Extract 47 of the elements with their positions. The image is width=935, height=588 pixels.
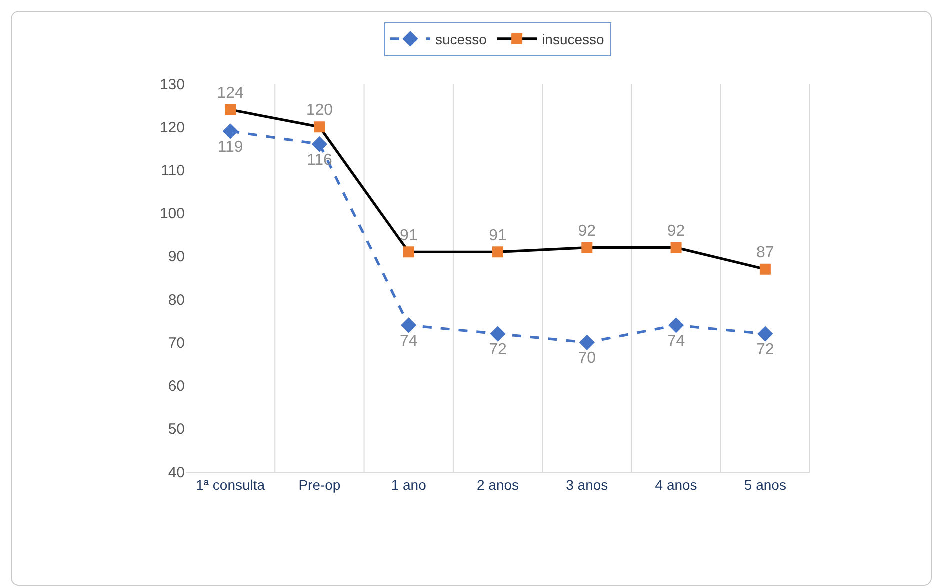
data-label: 120 (306, 102, 334, 120)
data-label: 91 (489, 227, 507, 244)
y-tick-label: 130 (160, 76, 185, 94)
data-label: 91 (400, 227, 418, 244)
x-tick-label: 5 anos (744, 476, 786, 493)
x-tick-label: Pre-op (298, 476, 341, 493)
point (582, 242, 593, 254)
data-label: 72 (489, 342, 507, 359)
x-tick-label: 3 anos (566, 476, 608, 493)
data-label: 72 (756, 342, 774, 359)
x-tick-label: 1 ano (391, 476, 427, 493)
y-tick-label: 40 (168, 464, 185, 482)
y-tick-label: 90 (168, 248, 185, 266)
data-label: 70 (578, 350, 596, 368)
data-label: 87 (756, 244, 774, 262)
point (758, 326, 774, 342)
point (668, 318, 684, 334)
point (403, 246, 414, 258)
y-tick-label: 120 (160, 119, 185, 136)
y-tick-label: 50 (168, 421, 185, 438)
data-label: 116 (306, 152, 333, 169)
point (490, 326, 506, 342)
data-label: 92 (667, 222, 686, 240)
data-label: 124 (217, 84, 244, 102)
y-tick-label: 60 (168, 378, 185, 396)
point (222, 124, 238, 140)
data-label: 92 (578, 222, 596, 240)
point (312, 136, 328, 152)
point (225, 104, 236, 116)
y-tick-label: 70 (168, 334, 185, 352)
data-label: 74 (400, 332, 418, 350)
legend-label: insucesso (542, 31, 605, 48)
legend-label: sucesso (436, 31, 488, 48)
point (314, 122, 326, 133)
y-tick-label: 80 (168, 292, 185, 309)
point (492, 246, 504, 258)
point (579, 334, 595, 350)
x-tick-label: 4 anos (655, 476, 698, 493)
data-label: 74 (667, 332, 686, 350)
y-tick-label: 110 (161, 162, 185, 180)
x-tick-label: 2 anos (476, 476, 520, 493)
data-label: 119 (218, 138, 244, 156)
point (760, 264, 771, 275)
y-tick-label: 100 (160, 206, 185, 223)
point (670, 242, 682, 254)
point (401, 318, 417, 334)
x-tick-label: 1ª consulta (196, 476, 266, 493)
